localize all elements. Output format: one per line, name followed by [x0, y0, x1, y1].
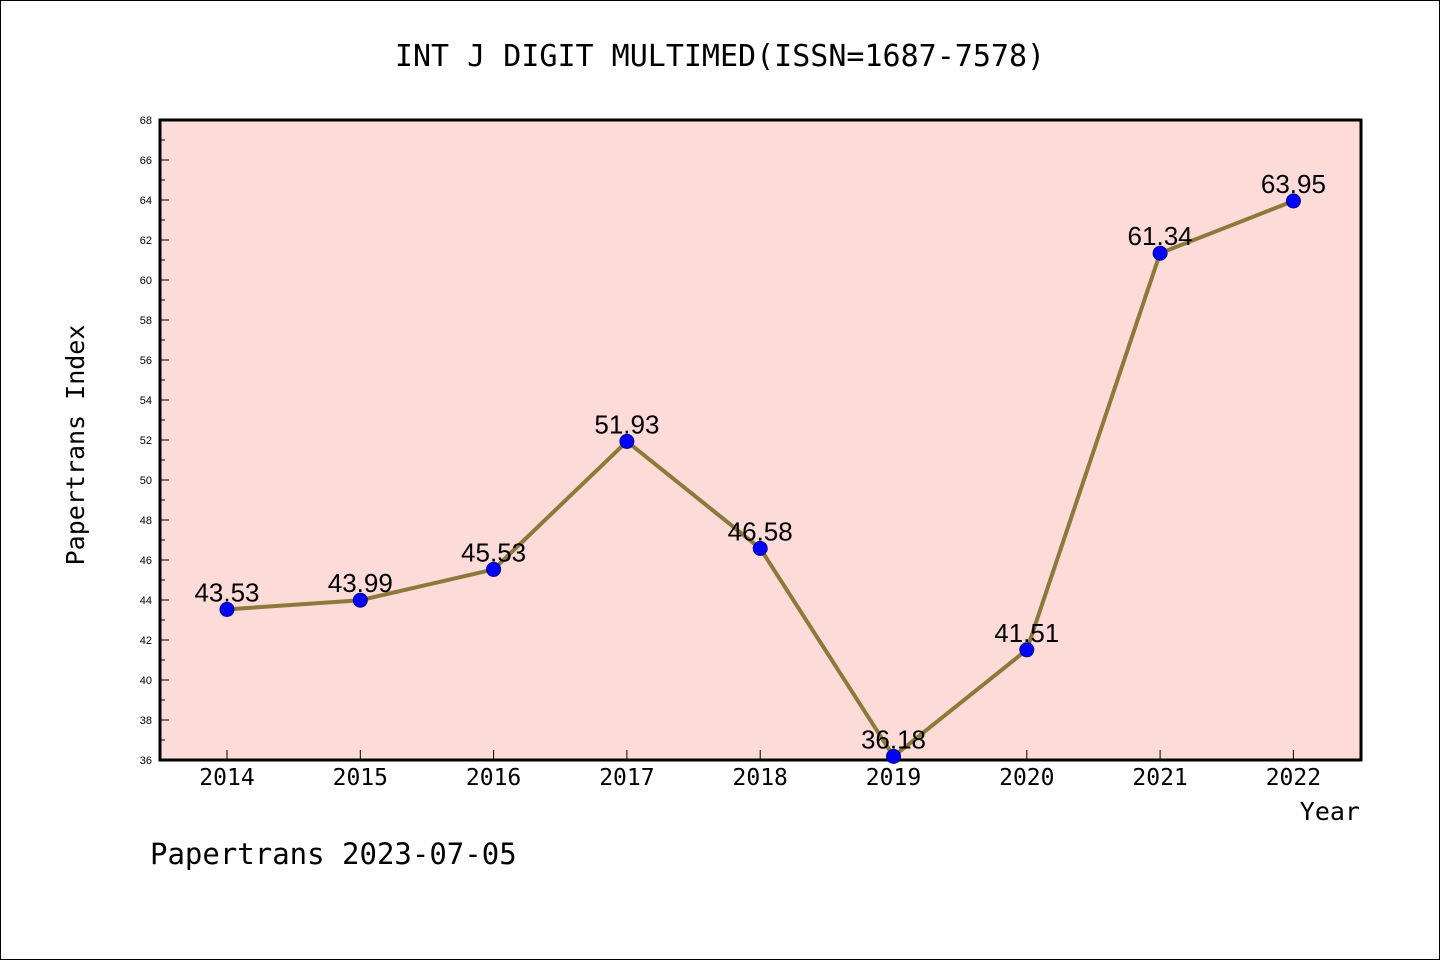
- data-point-label: 36.18: [861, 724, 926, 754]
- data-point-marker: [886, 748, 901, 764]
- y-tick-label: 56: [140, 355, 152, 367]
- footer-text: Papertrans 2023-07-05: [150, 837, 517, 871]
- y-tick-label: 58: [140, 315, 152, 327]
- x-axis-label: Year: [1300, 797, 1360, 826]
- data-point-label: 43.53: [194, 577, 259, 607]
- y-tick-label: 66: [140, 155, 152, 167]
- data-point-marker: [1152, 245, 1168, 261]
- data-point-marker: [352, 592, 368, 608]
- x-tick-label: 2022: [1266, 765, 1321, 791]
- data-point-marker: [1019, 642, 1035, 658]
- data-point-marker: [219, 601, 235, 617]
- series-line: [219, 193, 1301, 764]
- x-tick-label: 2015: [333, 765, 388, 791]
- x-tick-label: 2018: [733, 765, 788, 791]
- data-point-label: 61.34: [1128, 221, 1193, 251]
- y-tick-label: 38: [140, 715, 152, 727]
- y-tick-label: 48: [140, 515, 152, 527]
- data-point-label: 43.99: [328, 568, 393, 598]
- x-tick-label: 2020: [999, 765, 1054, 791]
- y-axis-label: Papertrans Index: [61, 325, 90, 566]
- x-tick-label: 2014: [199, 765, 254, 791]
- data-point-marker: [619, 433, 635, 449]
- data-point-label: 45.53: [461, 537, 526, 567]
- y-axis: 36 38 40 42 44 46 48 50 52 54 56 58 60 62 64 66 68: [140, 115, 169, 767]
- data-point-marker: [486, 561, 502, 577]
- y-tick-label: 68: [140, 115, 152, 127]
- y-tick-label: 60: [140, 275, 152, 287]
- x-tick-label: 2021: [1132, 765, 1187, 791]
- y-tick-label: 62: [140, 235, 152, 247]
- data-point-label: 46.58: [728, 516, 793, 546]
- x-tick-label: 2017: [599, 765, 654, 791]
- x-tick-label: 2016: [466, 765, 521, 791]
- y-tick-label: 36: [140, 755, 152, 767]
- data-labels: 43.53 43.99 45.53 51.93 46.58 36.18 41.51 61.34…: [194, 169, 1325, 754]
- y-tick-label: 42: [140, 635, 152, 647]
- y-tick-label: 40: [140, 675, 152, 687]
- y-tick-label: 54: [140, 395, 152, 407]
- y-tick-label: 52: [140, 435, 152, 447]
- data-point-marker: [752, 540, 768, 556]
- y-tick-label: 46: [140, 555, 152, 567]
- plot-area: [158, 118, 1363, 762]
- data-point-label: 51.93: [594, 409, 659, 439]
- data-point-label: 63.95: [1261, 169, 1326, 199]
- chart-title: INT J DIGIT MULTIMED(ISSN=1687-7578): [395, 39, 1045, 74]
- data-point-marker: [1285, 193, 1301, 209]
- x-axis: 2014 2015 2016 2017 2018 2019 2020 2021 2022: [199, 750, 1321, 791]
- y-tick-label: 64: [140, 195, 152, 207]
- data-point-label: 41.51: [994, 618, 1059, 648]
- y-tick-label: 50: [140, 475, 152, 487]
- x-tick-label: 2019: [866, 765, 921, 791]
- y-tick-label: 44: [140, 595, 152, 607]
